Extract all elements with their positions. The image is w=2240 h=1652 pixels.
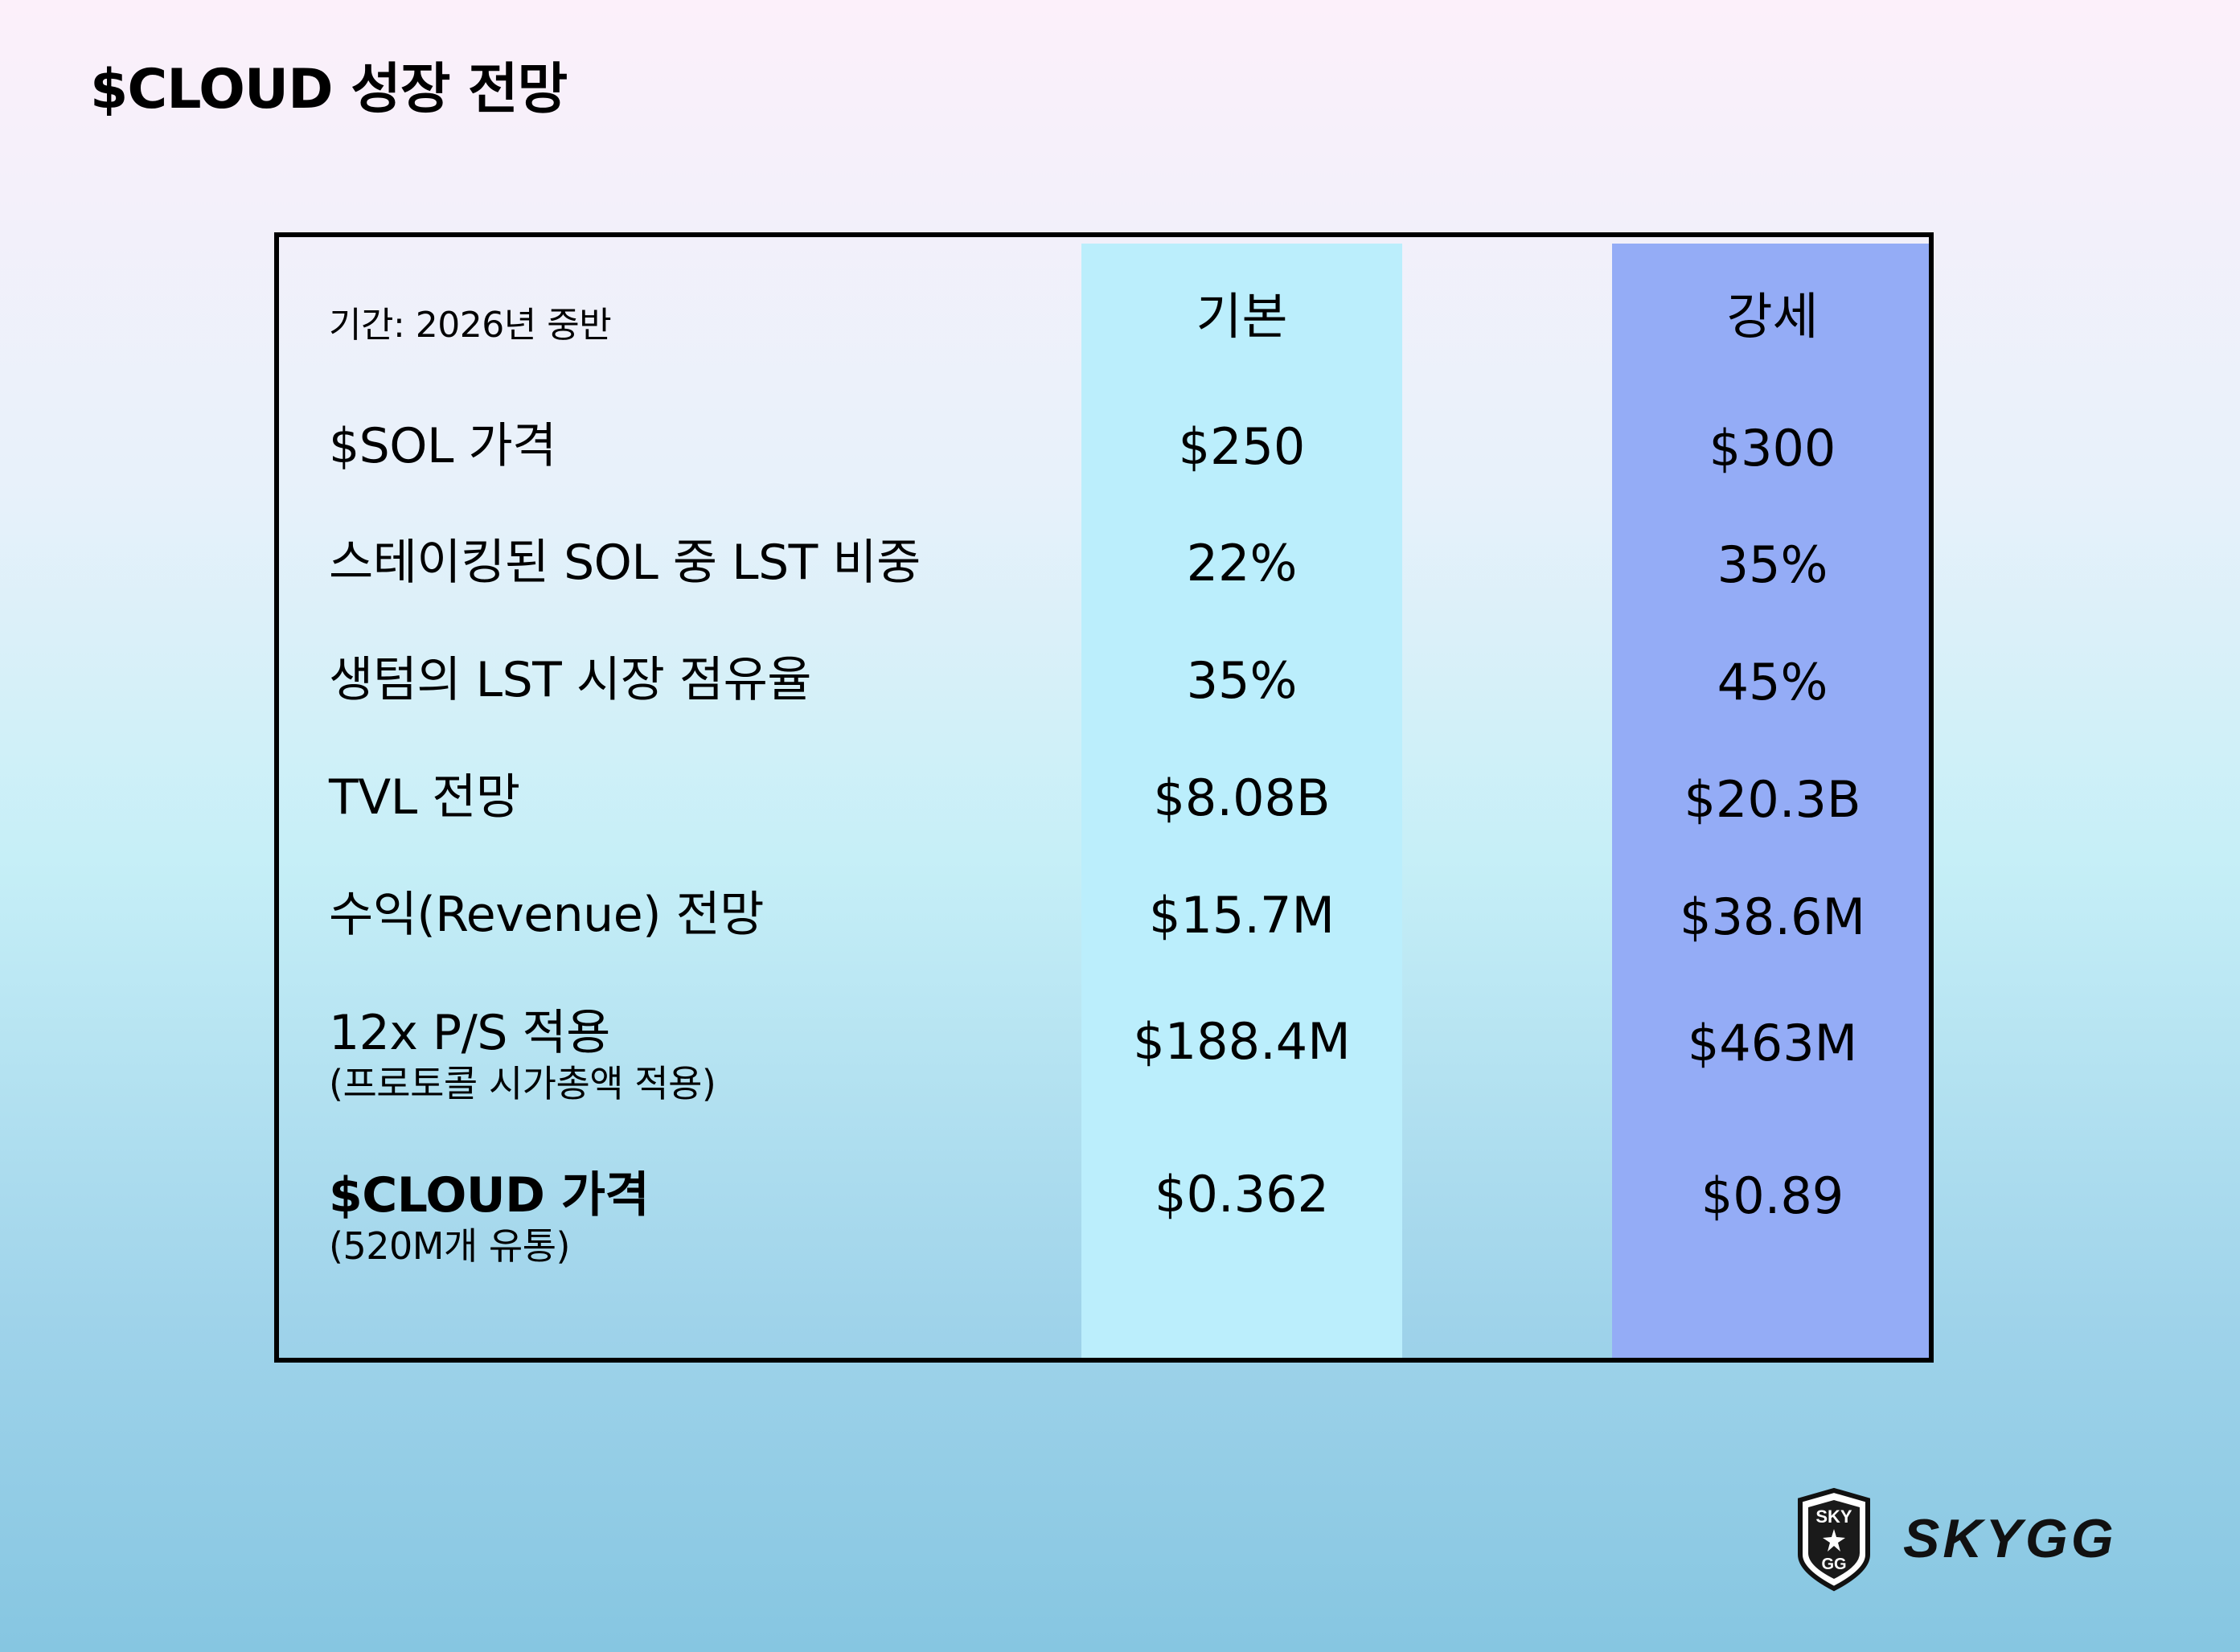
row-label-tvl: TVL 전망 <box>329 769 520 826</box>
row-label-revenue: 수익(Revenue) 전망 <box>329 887 765 943</box>
cell-base-market-share: 35% <box>1186 651 1298 710</box>
period-label: 기간: 2026년 중반 <box>329 305 612 346</box>
brand-logo: SKY GG SKYGG <box>1795 1487 2157 1592</box>
base-scenario-column <box>1081 244 1402 1358</box>
row-label-ps-multiple-main: 12x P/S 적용 <box>329 1005 610 1061</box>
cell-strong-tvl: $20.3B <box>1684 770 1861 829</box>
cell-strong-revenue: $38.6M <box>1680 887 1865 946</box>
row-label-ps-multiple: 12x P/S 적용 (프로토콜 시가총액 적용) <box>329 1009 716 1102</box>
row-label-cloud-price: $CLOUD 가격 (520M개 유통) <box>329 1171 650 1268</box>
cell-base-revenue: $15.7M <box>1149 886 1335 945</box>
cell-strong-lst-share: 35% <box>1717 535 1828 594</box>
cell-strong-market-share: 45% <box>1717 653 1828 711</box>
cell-base-cloud-price: $0.362 <box>1155 1165 1329 1224</box>
cell-strong-sol-price: $300 <box>1709 419 1836 478</box>
shield-star-emblem-icon: SKY GG <box>1798 1487 1870 1592</box>
column-header-base: 기본 <box>1196 287 1288 346</box>
row-label-cloud-price-main: $CLOUD 가격 <box>329 1167 650 1224</box>
row-sublabel-cloud-price: (520M개 유통) <box>329 1224 570 1268</box>
cell-base-lst-share: 22% <box>1186 534 1298 592</box>
cell-strong-cloud-price: $0.89 <box>1701 1166 1844 1225</box>
cell-base-sol-price: $250 <box>1178 417 1306 476</box>
bull-scenario-column <box>1612 244 1929 1358</box>
page-title: $CLOUD 성장 전망 <box>90 58 568 121</box>
projection-table: 기간: 2026년 중반 기본 강세 $SOL 가격 $250 $300 스테이… <box>274 232 1934 1363</box>
cell-strong-ps-multiple: $463M <box>1687 1014 1858 1072</box>
column-header-strong: 강세 <box>1726 287 1819 346</box>
row-sublabel-ps-multiple: (프로토콜 시가총액 적용) <box>329 1062 716 1105</box>
row-label-market-share: 생텀의 LST 시장 점유율 <box>329 652 811 708</box>
row-label-lst-share: 스테이킹된 SOL 중 LST 비중 <box>329 535 921 591</box>
emblem-text-top: SKY <box>1815 1506 1852 1527</box>
cell-base-tvl: $8.08B <box>1153 769 1331 827</box>
row-label-sol-price: $SOL 가격 <box>329 418 556 474</box>
emblem-text-bottom: GG <box>1821 1556 1846 1573</box>
brand-name: SKYGG <box>1903 1508 2117 1569</box>
cell-base-ps-multiple: $188.4M <box>1133 1012 1351 1071</box>
